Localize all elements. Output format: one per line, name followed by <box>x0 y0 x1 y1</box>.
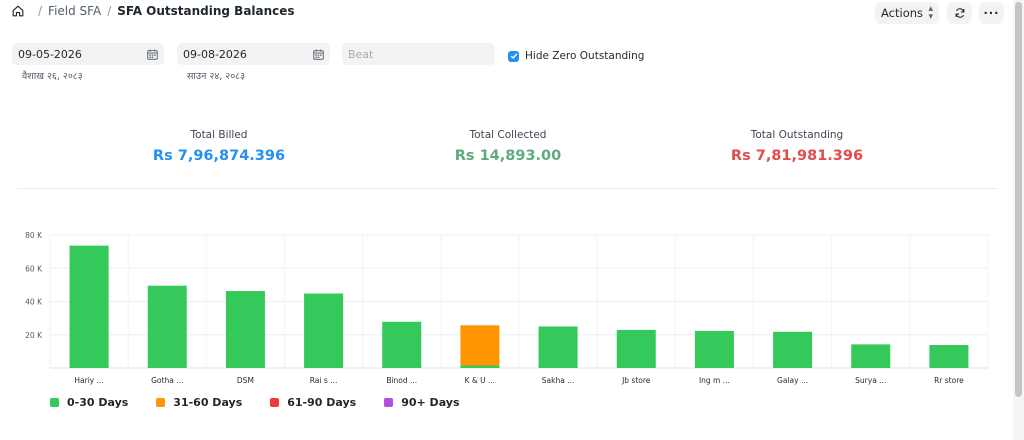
legend-label: 90+ Days <box>401 396 460 409</box>
total-billed-label: Total Billed <box>190 129 248 141</box>
legend-item-90-plus[interactable]: 90+ Days <box>384 396 460 409</box>
total-outstanding-card: Total Outstanding Rs 7,81,981.396 <box>677 129 917 164</box>
more-options-button[interactable]: ··· <box>979 2 1004 24</box>
y-tick-label: 40 K <box>25 298 43 307</box>
x-tick-label: Rr store <box>934 376 964 385</box>
total-outstanding-value: Rs 7,81,981.396 <box>730 148 864 164</box>
chart-bar <box>929 345 969 368</box>
actions-label: Actions <box>881 6 924 20</box>
breadcrumb-separator: / <box>107 4 112 18</box>
legend-label: 61-90 Days <box>287 396 357 409</box>
home-icon[interactable] <box>11 4 25 18</box>
chart-bar <box>147 285 187 368</box>
hide-zero-outstanding-checkbox[interactable]: Hide Zero Outstanding <box>508 50 644 62</box>
refresh-icon <box>955 8 964 18</box>
chart-bar <box>382 321 422 368</box>
breadcrumb-separator: / <box>38 4 43 18</box>
legend-swatch <box>384 398 394 407</box>
x-tick-label: Hariy ... <box>74 376 103 385</box>
calendar-icon[interactable] <box>313 49 324 60</box>
legend-swatch <box>156 398 166 407</box>
actions-button[interactable]: Actions ▴ ▾ <box>875 2 939 24</box>
refresh-button[interactable] <box>947 2 972 24</box>
from-date-field[interactable]: 09-05-2026 <box>12 43 164 65</box>
chart-bar <box>538 326 578 368</box>
breadcrumb-field-sfa[interactable]: Field SFA <box>48 4 102 18</box>
x-tick-label: Rai s ... <box>310 376 338 385</box>
x-tick-label: Ing m ... <box>699 376 730 385</box>
x-tick-label: Galay ... <box>777 376 808 385</box>
outstanding-aging-chart: 20 K 40 K 60 K 80 K Hariy ... Gotha ... DSM Rai… <box>0 225 1010 395</box>
legend-swatch <box>270 398 280 407</box>
legend-item-31-60[interactable]: 31-60 Days <box>156 396 242 409</box>
chart-bar <box>460 365 500 368</box>
beat-placeholder: Beat <box>348 47 374 61</box>
to-date-nepali: साउन २४, २०८३ <box>187 71 246 82</box>
chart-bar <box>773 331 813 368</box>
scrollbar-thumb[interactable] <box>1015 2 1022 397</box>
page-scrollbar[interactable] <box>1013 0 1024 440</box>
legend-item-0-30[interactable]: 0-30 Days <box>50 396 128 409</box>
legend-label: 0-30 Days <box>67 396 129 409</box>
page-header: / Field SFA / SFA Outstanding Balances A… <box>0 0 1024 26</box>
chart-bar <box>460 325 500 366</box>
total-billed-value: Rs 7,96,874.396 <box>152 148 286 164</box>
y-tick-label: 80 K <box>25 231 43 240</box>
x-tick-label: K & U ... <box>465 376 496 385</box>
to-date-field[interactable]: 09-08-2026 <box>177 43 330 65</box>
hide-zero-outstanding-label: Hide Zero Outstanding <box>525 50 645 62</box>
y-tick-label: 60 K <box>25 264 43 273</box>
y-tick-label: 20 K <box>25 331 43 340</box>
chart-bar <box>225 291 265 368</box>
from-date-nepali: वैशाख २६, २०८३ <box>22 71 83 82</box>
breadcrumb: / Field SFA / SFA Outstanding Balances <box>11 4 295 18</box>
x-tick-label: Sakha ... <box>542 376 575 385</box>
total-collected-value: Rs 14,893.00 <box>454 148 562 164</box>
x-tick-label: Binod ... <box>386 376 417 385</box>
total-collected-label: Total Collected <box>469 129 547 141</box>
x-tick-label: Gotha ... <box>151 376 183 385</box>
chart-bar <box>616 329 656 368</box>
calendar-icon[interactable] <box>147 49 158 60</box>
legend-swatch <box>50 398 59 407</box>
checkbox-checked-icon[interactable] <box>508 50 519 62</box>
legend-label: 31-60 Days <box>173 396 243 409</box>
chart-bar <box>851 344 891 368</box>
from-date-value: 09-05-2026 <box>18 47 82 61</box>
x-tick-label: Surya ... <box>855 376 886 385</box>
total-billed-card: Total Billed Rs 7,96,874.396 <box>99 129 339 164</box>
chart-bar <box>304 293 344 368</box>
beat-input[interactable]: Beat <box>342 43 495 65</box>
total-outstanding-label: Total Outstanding <box>750 129 844 141</box>
chevron-up-down-icon: ▴ ▾ <box>928 4 933 22</box>
ellipsis-icon: ··· <box>983 6 1000 20</box>
chart-legend: 0-30 Days 31-60 Days 61-90 Days 90+ Days <box>50 396 488 409</box>
legend-item-61-90[interactable]: 61-90 Days <box>270 396 356 409</box>
page-title: SFA Outstanding Balances <box>117 4 295 18</box>
x-tick-label: Jb store <box>621 376 651 385</box>
chart-bar <box>69 245 109 368</box>
to-date-value: 09-08-2026 <box>183 47 247 61</box>
x-tick-label: DSM <box>237 376 254 385</box>
chart-canvas: 20 K 40 K 60 K 80 K Hariy ... Gotha ... DSM Rai… <box>25 231 989 385</box>
divider <box>17 188 998 189</box>
chart-bar <box>694 330 734 368</box>
total-collected-card: Total Collected Rs 14,893.00 <box>388 129 628 164</box>
